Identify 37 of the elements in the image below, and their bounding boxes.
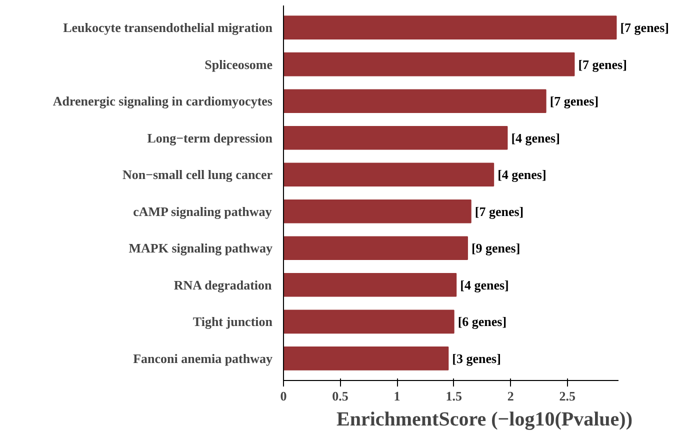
annotation: [4 genes]	[511, 130, 560, 146]
annotation: [4 genes]	[498, 167, 546, 182]
bar	[284, 273, 457, 297]
bar	[284, 346, 449, 370]
y-tick-label: cAMP signaling pathway	[133, 204, 272, 219]
annotation: [6 genes]	[458, 314, 507, 330]
bar	[284, 310, 454, 334]
x-tick-label: 0	[280, 388, 287, 404]
y-tick-label: MAPK signaling pathway	[128, 240, 273, 256]
bar	[284, 236, 468, 260]
annotation: [7 genes]	[474, 204, 524, 219]
y-tick-label: Tight junction	[192, 314, 274, 330]
bar	[284, 126, 508, 150]
y-tick-label: Spliceosome	[204, 56, 273, 72]
x-tick-label: 1.5	[446, 388, 462, 404]
y-tick-label: Non−small cell lung cancer	[122, 167, 273, 182]
annotation: [7 genes]	[620, 20, 669, 36]
x-tick-label: 2.5	[559, 388, 576, 404]
bar	[284, 199, 472, 224]
y-tick-label: Fanconi anemia pathway	[133, 350, 273, 366]
y-tick-label: Long−term depression	[147, 130, 274, 146]
annotation: [7 genes]	[578, 56, 627, 72]
bar	[284, 89, 546, 113]
bar	[284, 52, 575, 76]
annotation: [4 genes]	[460, 277, 509, 292]
x-tick-label: 2	[507, 388, 514, 404]
x-axis-title: EnrichmentScore (−log10(Pvalue))	[336, 408, 632, 430]
bar	[284, 16, 617, 40]
y-tick-label: Adrenergic signaling in cardiomyocytes	[52, 94, 273, 109]
bar	[284, 162, 494, 187]
y-tick-label: Leukocyte transendothelial migration	[63, 20, 274, 36]
annotation: [3 genes]	[452, 350, 501, 366]
x-tick-label: 1	[394, 388, 400, 404]
x-tick-label: 0.5	[332, 388, 349, 404]
annotation: [9 genes]	[471, 240, 520, 256]
y-tick-label: RNA degradation	[174, 277, 273, 292]
annotation: [7 genes]	[550, 94, 599, 109]
